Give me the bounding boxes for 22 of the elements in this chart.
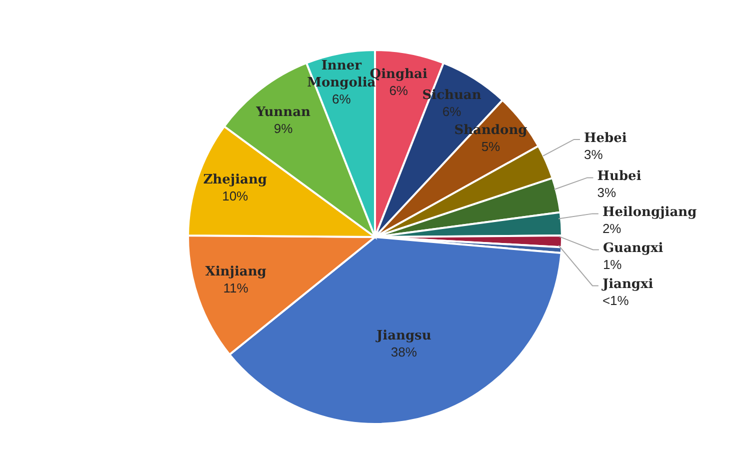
slice-label: Xinjiang: [205, 264, 266, 280]
slice-label: Zhejiang: [203, 172, 268, 188]
slice-label: Yunnan: [255, 104, 311, 120]
slice-label: Hubei: [597, 169, 642, 184]
slice-label: Jiangsu: [376, 328, 432, 344]
data-label: 11%: [223, 280, 249, 296]
data-label: 9%: [274, 120, 294, 136]
slice-label: Guangxi: [602, 241, 664, 256]
data-label: 38%: [390, 344, 418, 360]
data-label: <1%: [602, 293, 630, 308]
data-label: 1%: [602, 257, 622, 272]
slice-label: Hebei: [584, 130, 627, 146]
slice-label: Jiangxi: [601, 277, 654, 292]
data-label: 2%: [602, 221, 622, 236]
data-label: 6%: [442, 104, 462, 119]
data-label: 6%: [332, 91, 352, 106]
data-label: 5%: [481, 138, 501, 154]
data-label: 6%: [389, 82, 408, 98]
slice-label: Heilongjiang: [602, 205, 697, 220]
data-label: 3%: [597, 185, 616, 200]
data-label: 3%: [584, 146, 604, 162]
data-label: 10%: [222, 188, 249, 204]
